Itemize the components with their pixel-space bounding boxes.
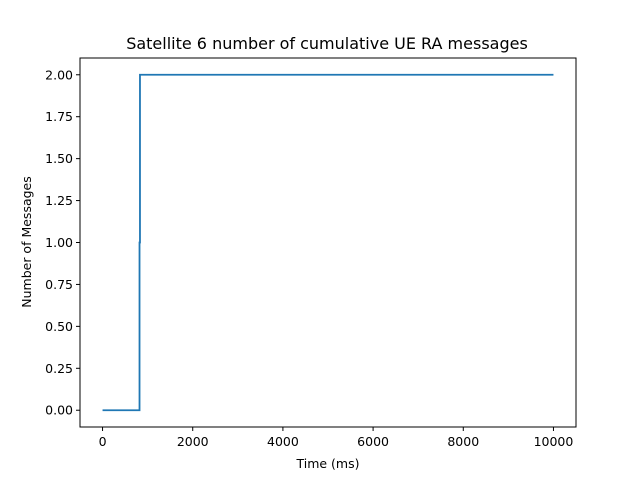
y-tick-label: 1.00: [45, 235, 73, 250]
x-tick-label: 2000: [177, 434, 209, 449]
plot-frame: [79, 57, 577, 428]
x-tick-label: 6000: [357, 434, 389, 449]
plot-area: [102, 73, 554, 412]
x-axis-label: Time (ms): [295, 456, 359, 471]
x-tick-label: 4000: [267, 434, 299, 449]
x-tick-label: 10000: [534, 434, 574, 449]
x-tick-label: 8000: [447, 434, 479, 449]
series-line: [102, 73, 554, 412]
y-tick-label: 0.75: [45, 277, 73, 292]
x-axis: 0 2000 4000 6000 8000 10000: [99, 427, 574, 449]
y-tick-label: 1.75: [45, 109, 73, 124]
y-axis-label: Number of Messages: [19, 176, 34, 308]
y-tick-label: 0.00: [45, 403, 73, 418]
y-tick-label: 1.25: [45, 193, 73, 208]
chart-title: Satellite 6 number of cumulative UE RA m…: [126, 34, 528, 53]
y-tick-label: 0.25: [45, 361, 73, 376]
x-tick-label: 0: [99, 434, 107, 449]
y-tick-label: 0.50: [45, 319, 73, 334]
y-tick-label: 2.00: [45, 67, 73, 82]
y-axis: 0.00 0.25 0.50 0.75 1.00 1.25 1.50 1.75 2.00: [45, 67, 80, 418]
y-tick-label: 1.50: [45, 151, 73, 166]
